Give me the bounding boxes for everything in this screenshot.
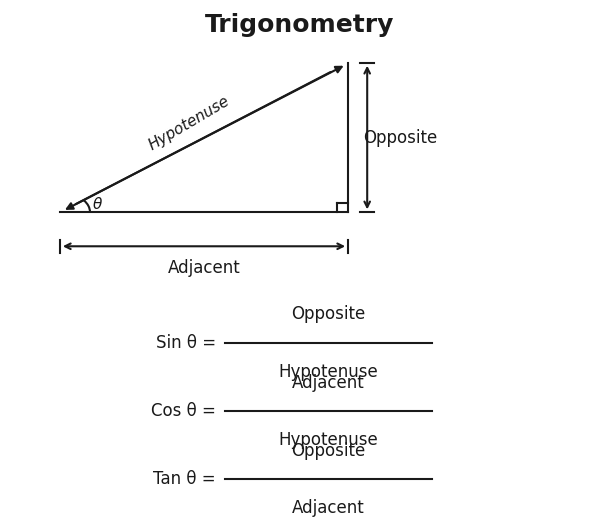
Text: Opposite: Opposite — [292, 305, 365, 323]
Text: Cos θ =: Cos θ = — [151, 402, 216, 420]
Text: Opposite: Opposite — [292, 442, 365, 460]
Text: Sin θ =: Sin θ = — [156, 334, 216, 352]
Text: Tan θ =: Tan θ = — [154, 471, 216, 488]
Text: Trigonometry: Trigonometry — [205, 13, 395, 37]
Text: Adjacent: Adjacent — [292, 499, 365, 517]
Text: Opposite: Opposite — [363, 128, 437, 147]
Text: Adjacent: Adjacent — [167, 259, 241, 277]
Text: Hypotenuse: Hypotenuse — [278, 431, 379, 449]
Text: Hypotenuse: Hypotenuse — [146, 93, 232, 152]
Text: Adjacent: Adjacent — [292, 374, 365, 391]
Text: Hypotenuse: Hypotenuse — [278, 363, 379, 381]
Text: $\theta$: $\theta$ — [92, 196, 103, 212]
